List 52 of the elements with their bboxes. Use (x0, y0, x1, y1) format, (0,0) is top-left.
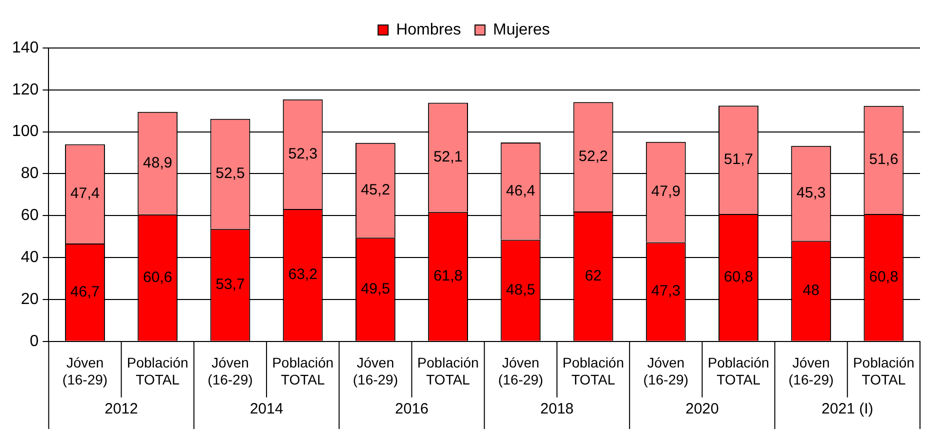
data-label: 52,5 (216, 164, 245, 182)
y-tick-label: 100 (12, 123, 39, 140)
data-label: 63,2 (288, 266, 318, 284)
data-label: 47,3 (651, 282, 680, 300)
x-tick-label: Jóven (16-29) (788, 354, 834, 388)
data-label: 61,8 (433, 268, 463, 285)
data-label: 47,9 (651, 183, 680, 200)
data-label: 51,6 (869, 151, 898, 168)
data-label: 49,5 (360, 280, 390, 298)
x-tick-label: Jóven (16-29) (643, 354, 688, 388)
x-tick-label: Jóven (16-29) (352, 354, 398, 388)
x-tick-label: Población TOTAL (562, 354, 624, 388)
data-label: 48,5 (506, 281, 536, 298)
text: 2014 (250, 400, 284, 418)
x-tick-label: Población TOTAL (272, 354, 334, 388)
x-tick-label: Jóven (16-29) (498, 354, 544, 388)
data-label: 62 (584, 267, 602, 284)
data-label: 60,8 (869, 268, 898, 286)
data-label: 60,8 (724, 268, 754, 286)
data-label: 48,9 (143, 154, 172, 172)
y-tick-label: 80 (20, 165, 39, 182)
text: 2020 (685, 400, 719, 418)
data-label: 45,2 (360, 181, 390, 198)
y-tick-label: 60 (20, 207, 39, 224)
data-label: 52,2 (578, 148, 608, 165)
y-tick-label: 40 (20, 248, 39, 266)
data-label: 47,4 (70, 185, 100, 202)
data-label: 60,6 (143, 268, 172, 286)
data-label: 52,1 (433, 148, 463, 166)
y-tick-label: 140 (12, 39, 39, 56)
text: 2016 (395, 400, 428, 418)
x-tick-label: Población TOTAL (417, 354, 479, 388)
data-label: 53,7 (216, 276, 245, 294)
x-tick-label: Jóven (16-29) (62, 354, 108, 388)
y-tick-label: 20 (20, 290, 39, 308)
data-label: 48 (802, 282, 820, 299)
data-label: 46,7 (70, 283, 100, 300)
legend-label: Hombres (396, 21, 461, 38)
data-label: 46,4 (506, 182, 536, 200)
x-tick-label: Población TOTAL (852, 354, 914, 388)
x-tick-label: Jóven (16-29) (208, 354, 253, 388)
x-tick-label: Población TOTAL (126, 354, 188, 388)
y-tick-label: 120 (12, 81, 39, 98)
data-label: 45,3 (796, 184, 826, 202)
text: 2012 (104, 400, 138, 418)
text: 2021 (I) (822, 400, 874, 418)
legend-label: Mujeres (493, 21, 550, 38)
data-label: 52,3 (288, 145, 318, 162)
text: 2018 (540, 400, 574, 418)
data-label: 51,7 (724, 150, 754, 168)
y-tick-label: 0 (30, 332, 39, 350)
x-tick-label: Población TOTAL (708, 354, 770, 388)
